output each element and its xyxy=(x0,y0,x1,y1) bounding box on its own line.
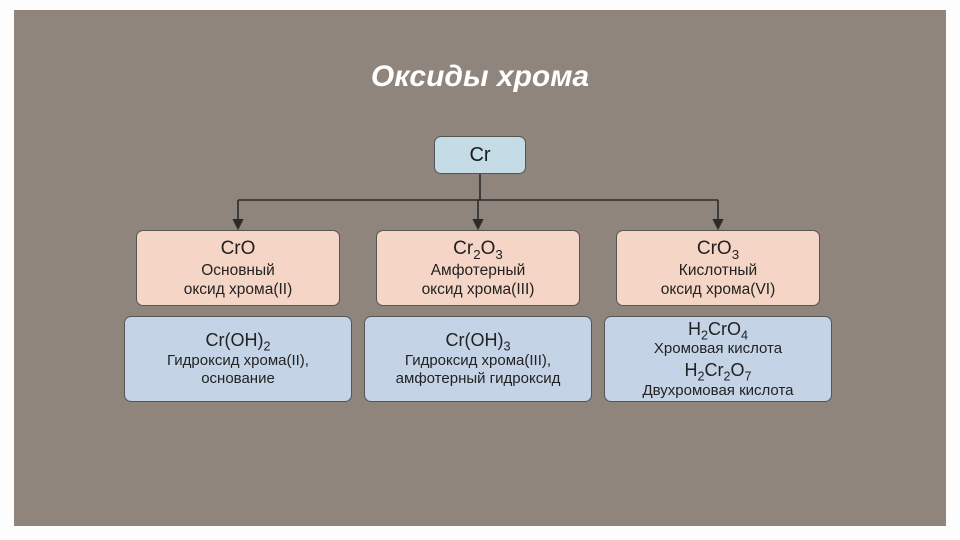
hydroxide-line: амфотерный гидроксид xyxy=(396,370,561,389)
oxide-desc: оксид хрома(II) xyxy=(184,280,293,299)
hydroxide-line: H2Cr2O7 xyxy=(684,359,751,382)
hydroxide-node-1: Cr(OH)3Гидроксид хрома(III),амфотерный г… xyxy=(364,316,592,402)
oxide-desc: Основный xyxy=(201,261,275,280)
outer-frame: Оксиды хрома CrCrOОсновныйоксид хрома(II… xyxy=(0,0,960,540)
oxide-node-2: CrO3Кислотныйоксид хрома(VI) xyxy=(616,230,820,306)
oxide-desc: Кислотный xyxy=(679,261,757,280)
oxide-formula: CrO3 xyxy=(697,237,739,261)
hydroxide-line: Гидроксид хрома(II), xyxy=(167,352,309,371)
slide: Оксиды хрома CrCrOОсновныйоксид хрома(II… xyxy=(14,10,946,526)
oxide-formula: CrO xyxy=(221,237,256,261)
oxide-desc: Амфотерный xyxy=(431,261,526,280)
oxide-formula: Cr2O3 xyxy=(453,237,503,261)
hydroxide-line: Гидроксид хрома(III), xyxy=(405,352,551,371)
hydroxide-line: Хромовая кислота xyxy=(654,340,782,359)
hydroxide-line: Cr(OH)2 xyxy=(206,329,271,352)
hydroxide-line: основание xyxy=(201,370,275,389)
hydroxide-line: Cr(OH)3 xyxy=(446,329,511,352)
hydroxide-node-2: H2CrO4Хромовая кислотаH2Cr2O7Двухромовая… xyxy=(604,316,832,402)
hydroxide-node-0: Cr(OH)2Гидроксид хрома(II),основание xyxy=(124,316,352,402)
oxide-desc: оксид хрома(VI) xyxy=(661,280,776,299)
oxide-node-1: Cr2O3Амфотерныйоксид хрома(III) xyxy=(376,230,580,306)
root-node: Cr xyxy=(434,136,526,174)
oxide-node-0: CrOОсновныйоксид хрома(II) xyxy=(136,230,340,306)
slide-title: Оксиды хрома xyxy=(14,60,946,94)
hydroxide-line: Двухромовая кислота xyxy=(643,382,794,401)
hydroxide-line: H2CrO4 xyxy=(688,318,748,341)
oxide-desc: оксид хрома(III) xyxy=(422,280,535,299)
